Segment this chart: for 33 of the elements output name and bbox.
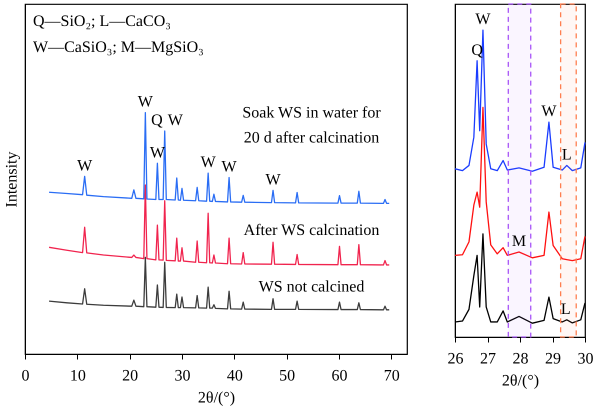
x-axis-title: 2θ/(°) [502,372,540,390]
x-tick-label: 29 [545,350,561,368]
x-tick-label: 60 [331,368,348,384]
annotation: L [562,146,572,164]
x-tick-label: 27 [480,350,496,368]
x-tick-label: 40 [226,368,243,384]
x-tick-label: 70 [384,368,400,384]
annotation: W [168,112,184,129]
annotation: W [265,171,282,188]
x-tick-label: 28 [512,350,528,368]
series-label: WS not calcined [258,278,364,296]
annotation: W [541,103,558,120]
annotation: W [475,11,492,28]
x-tick-label: 0 [22,368,30,384]
x-axis-title: 2θ/(°) [198,390,236,406]
text: W—CaSiO₃; M—MgSiO₃ [33,39,204,56]
x-tick-label: 30 [174,368,190,384]
x-tick-label: 20 [122,368,138,384]
annotation: Q [151,112,164,129]
annotation: W [200,154,217,172]
x-tick-label: 50 [279,368,296,384]
annotation: M [512,232,526,250]
y-axis-title: Intensity [4,152,20,208]
text: Q—SiO₂; L—CaCO₃ [33,13,171,30]
x-tick-label: 30 [578,350,594,368]
annotation: W [138,94,154,111]
text: Soak WS in water for 20 d after calcination [242,104,382,146]
series-label: After WS calcination [244,222,380,240]
x-tick-label: 10 [70,368,86,384]
annotation: W [77,157,94,174]
annotation: L [560,300,571,318]
x-tick-label: 26 [448,350,464,368]
annotation: W [222,158,238,176]
